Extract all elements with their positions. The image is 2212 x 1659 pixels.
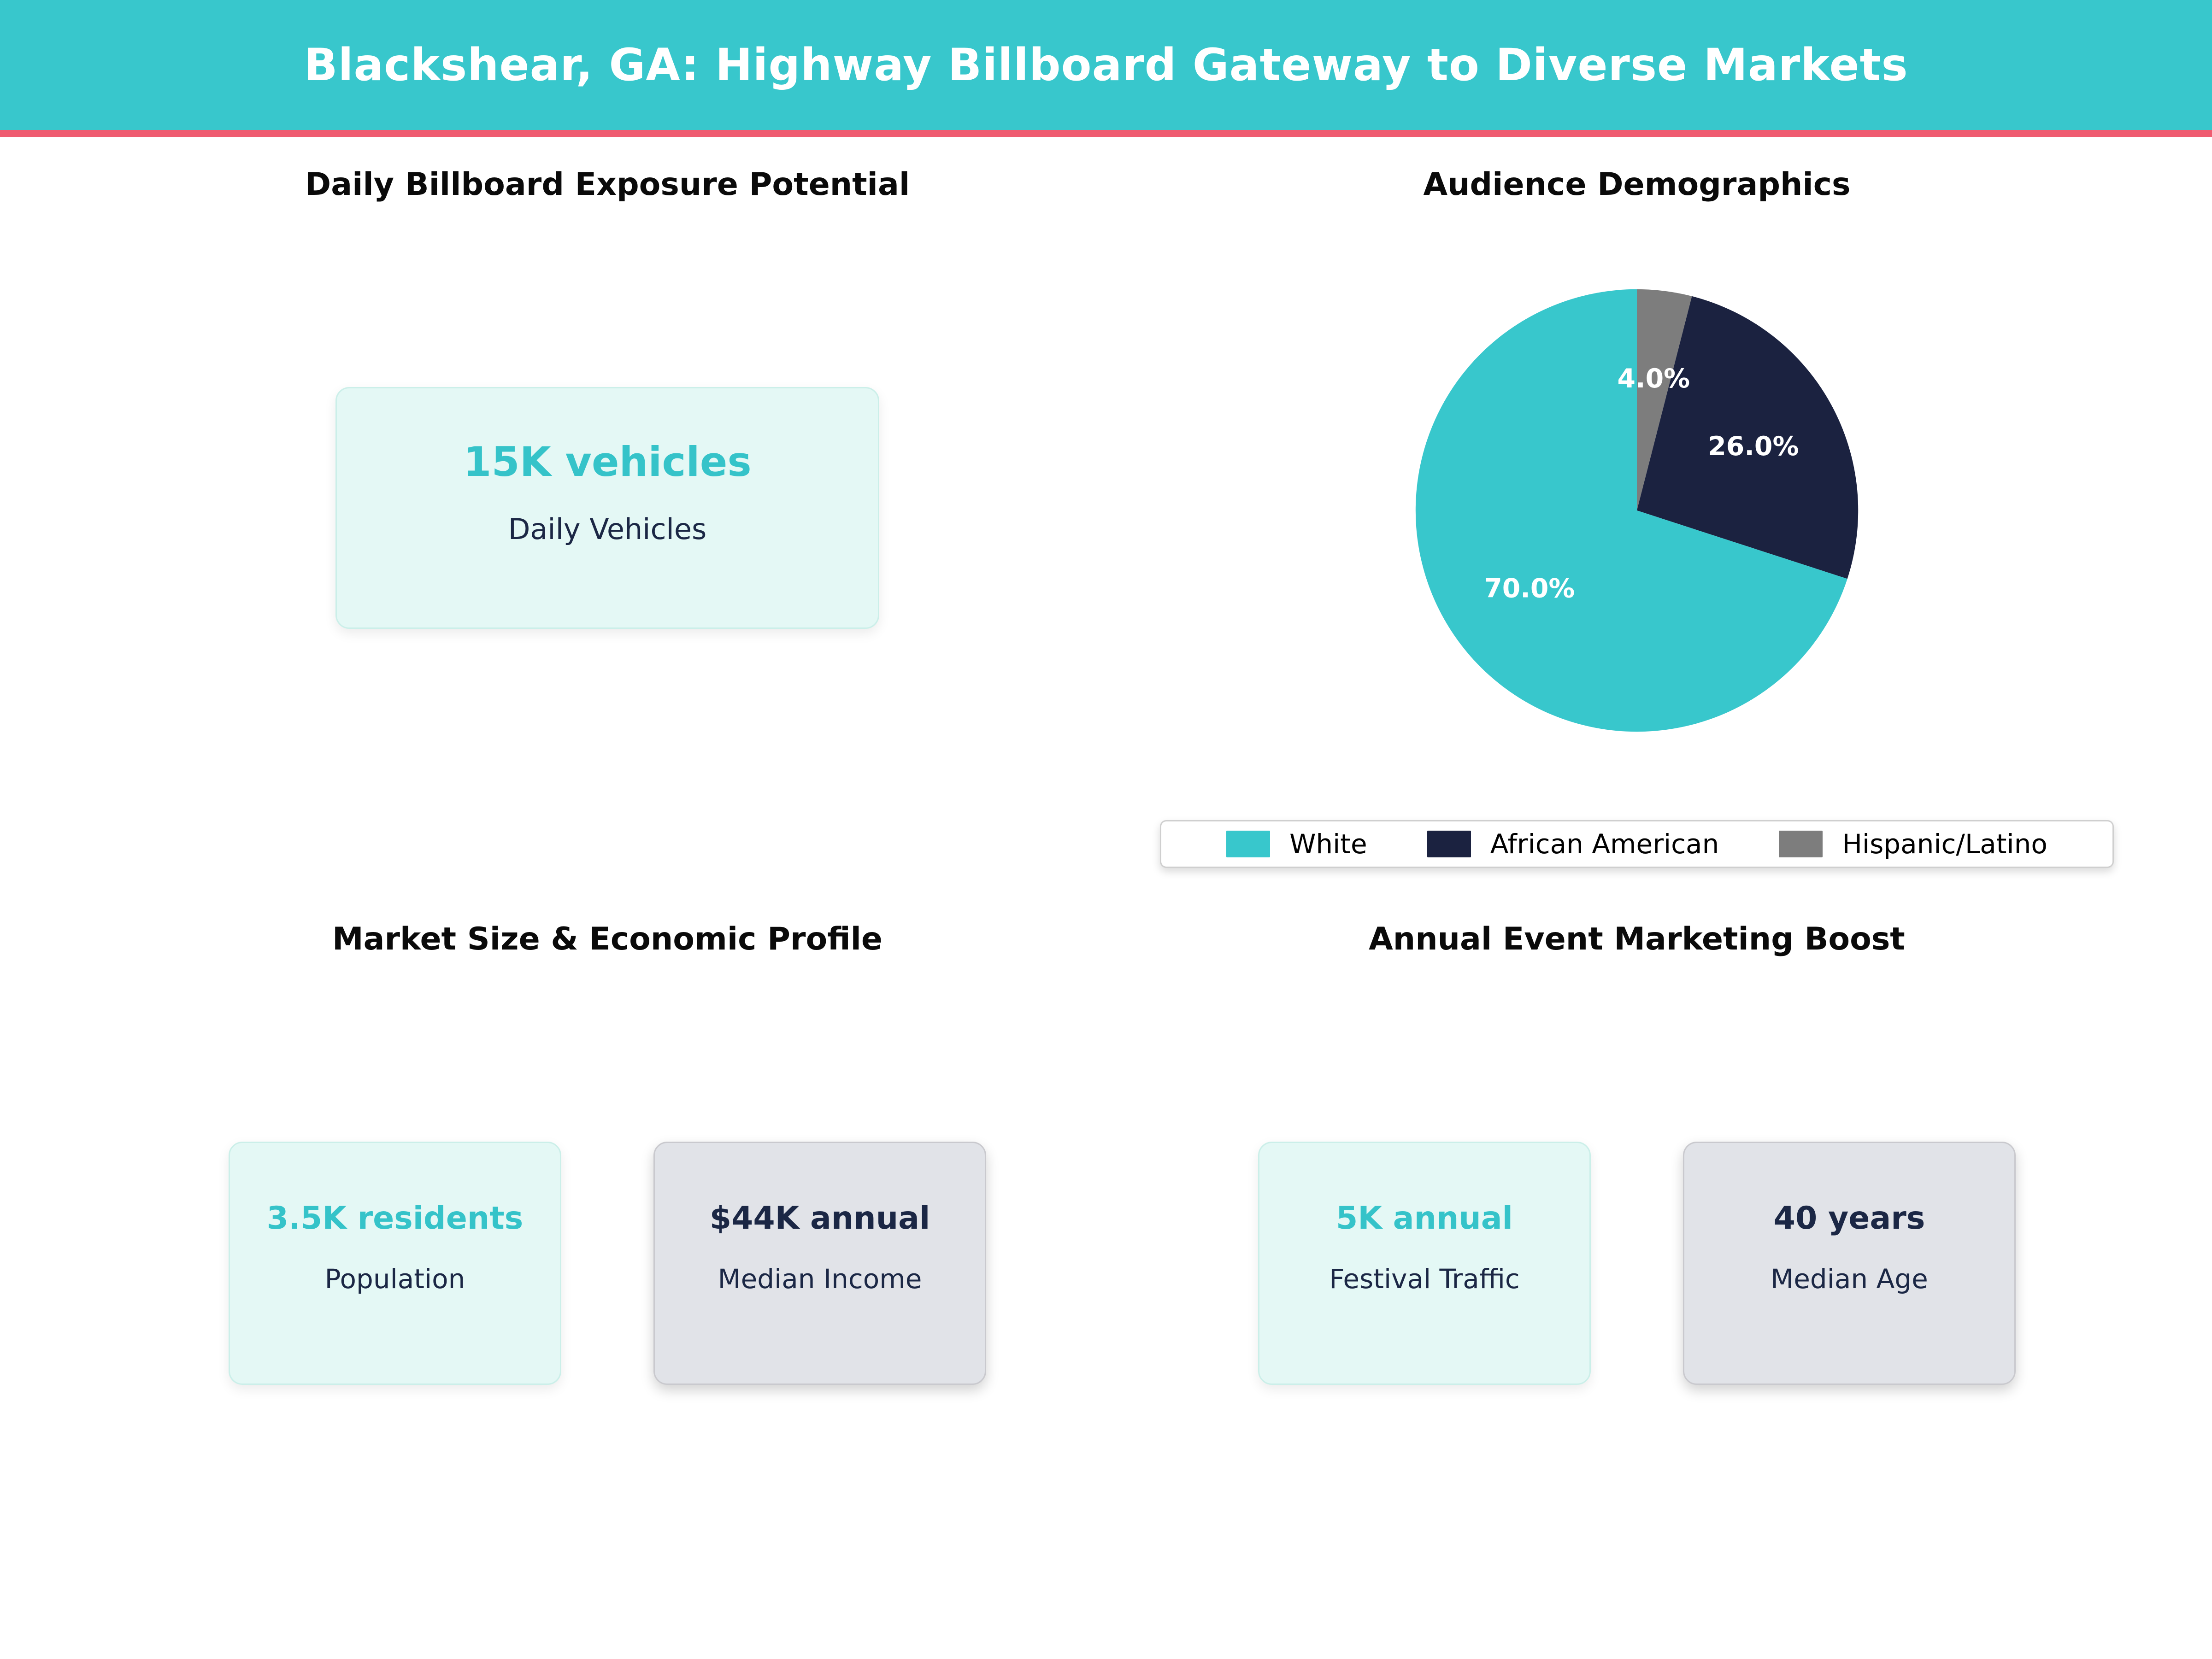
kpi-label-population: Population — [324, 1263, 465, 1295]
kpi-card-festival-traffic: 5K annual Festival Traffic — [1258, 1142, 1591, 1385]
kpi-label-daily-vehicles: Daily Vehicles — [508, 512, 707, 546]
market-card-row: 3.5K residents Population $44K annual Me… — [229, 1142, 986, 1385]
legend-label-african-american: African American — [1490, 828, 1719, 860]
pie-label-white: 70.0% — [1484, 574, 1575, 604]
pie-svg: 70.0% 26.0% 4.0% — [1415, 289, 1859, 732]
kpi-card-daily-vehicles: 15K vehicles Daily Vehicles — [335, 387, 879, 629]
demographics-title: Audience Demographics — [1423, 166, 1851, 203]
legend-item-white: White — [1226, 828, 1367, 860]
legend-swatch-white — [1226, 831, 1271, 857]
pie-slice-white — [1415, 289, 1847, 732]
exposure-title: Daily Billboard Exposure Potential — [305, 166, 910, 203]
kpi-card-median-age: 40 years Median Age — [1683, 1142, 2016, 1385]
events-card-row: 5K annual Festival Traffic 40 years Medi… — [1258, 1142, 2016, 1385]
legend-label-white: White — [1289, 828, 1367, 860]
market-title: Market Size & Economic Profile — [332, 921, 883, 957]
legend-swatch-african-american — [1427, 831, 1471, 857]
kpi-label-median-income: Median Income — [718, 1263, 922, 1295]
kpi-value-festival-traffic: 5K annual — [1336, 1200, 1513, 1237]
kpi-card-median-income: $44K annual Median Income — [653, 1142, 986, 1385]
pie-slice-african-american — [1637, 296, 1859, 579]
header-accent-stripe — [0, 130, 2212, 137]
pie-label-african-american: 26.0% — [1708, 431, 1799, 462]
page-title: Blackshear, GA: Highway Billboard Gatewa… — [304, 39, 1908, 91]
events-title: Annual Event Marketing Boost — [1369, 921, 1905, 957]
kpi-value-median-age: 40 years — [1773, 1200, 1925, 1237]
section-exposure: Daily Billboard Exposure Potential 15K v… — [54, 137, 1160, 907]
legend-swatch-hispanic-latino — [1779, 831, 1823, 857]
kpi-card-population: 3.5K residents Population — [229, 1142, 561, 1385]
kpi-label-median-age: Median Age — [1771, 1263, 1928, 1295]
kpi-label-festival-traffic: Festival Traffic — [1329, 1263, 1520, 1295]
header-banner: Blackshear, GA: Highway Billboard Gatewa… — [0, 0, 2212, 130]
quadrant-grid: Daily Billboard Exposure Potential 15K v… — [0, 137, 2212, 1659]
legend-item-african-american: African American — [1427, 828, 1719, 860]
pie-legend: White African American Hispanic/Latino — [1160, 820, 2114, 868]
pie-slice-hispanic-latino — [1637, 289, 1692, 510]
section-events: Annual Event Marketing Boost 5K annual F… — [1084, 907, 2190, 1659]
kpi-value-population: 3.5K residents — [266, 1200, 524, 1237]
section-demographics: Audience Demographics 70.0% 26.0% 4.0% W… — [1084, 137, 2190, 907]
pie-label-hispanic-latino: 4.0% — [1617, 363, 1690, 394]
kpi-value-median-income: $44K annual — [709, 1200, 930, 1237]
demographics-pie-chart: 70.0% 26.0% 4.0% — [1411, 285, 1863, 738]
kpi-value-daily-vehicles: 15K vehicles — [463, 438, 752, 486]
section-market: Market Size & Economic Profile 3.5K resi… — [54, 907, 1160, 1659]
legend-item-hispanic-latino: Hispanic/Latino — [1779, 828, 2047, 860]
legend-label-hispanic-latino: Hispanic/Latino — [1842, 828, 2047, 860]
